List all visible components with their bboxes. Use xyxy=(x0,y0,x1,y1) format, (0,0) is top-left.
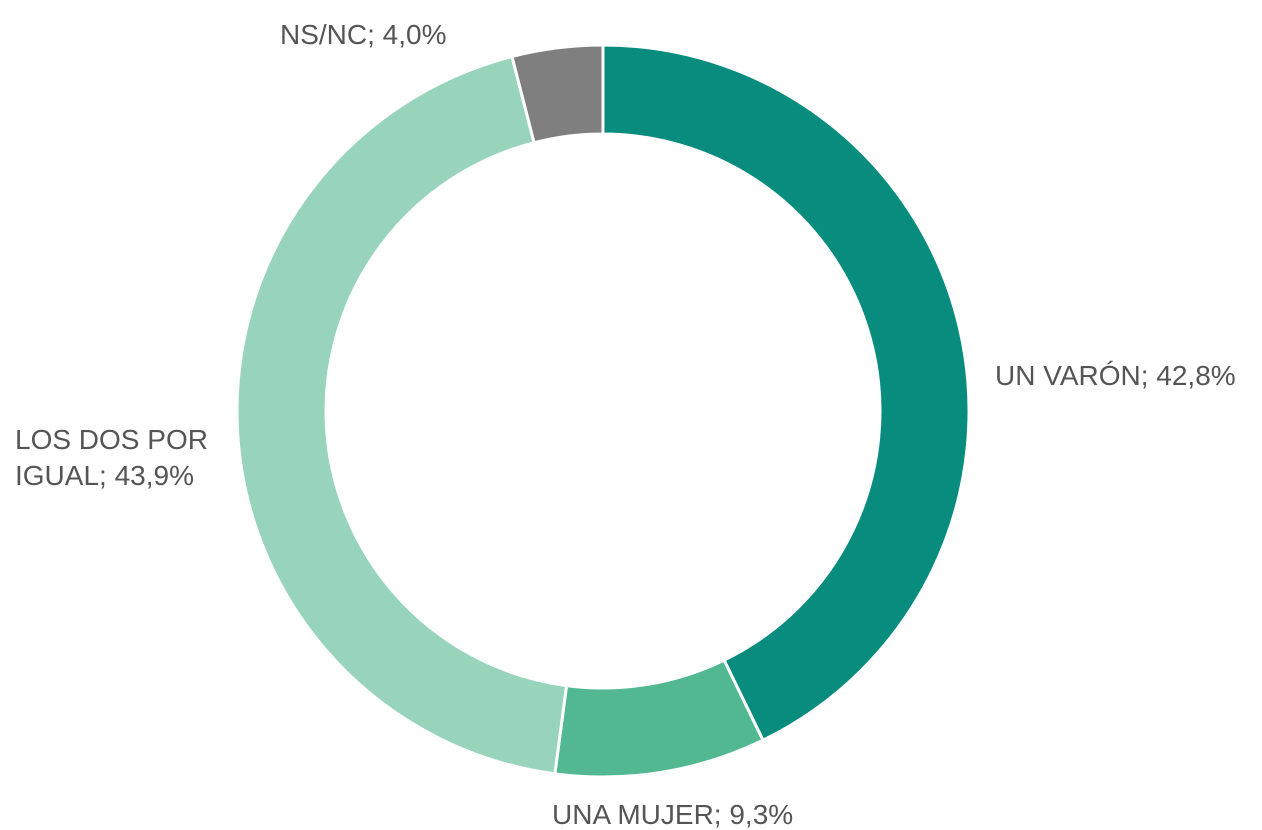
donut-slice xyxy=(553,658,765,779)
slice-label: UNA MUJER; 9,3% xyxy=(552,799,794,830)
donut-slice xyxy=(510,43,605,145)
slice-label: NS/NC; 4,0% xyxy=(280,19,447,50)
donut-slice xyxy=(235,54,569,776)
donut-slice xyxy=(601,43,971,743)
slice-label: UN VARÓN; 42,8% xyxy=(995,360,1236,391)
slice-label: LOS DOS POR IGUAL; 43,9% xyxy=(15,424,208,491)
